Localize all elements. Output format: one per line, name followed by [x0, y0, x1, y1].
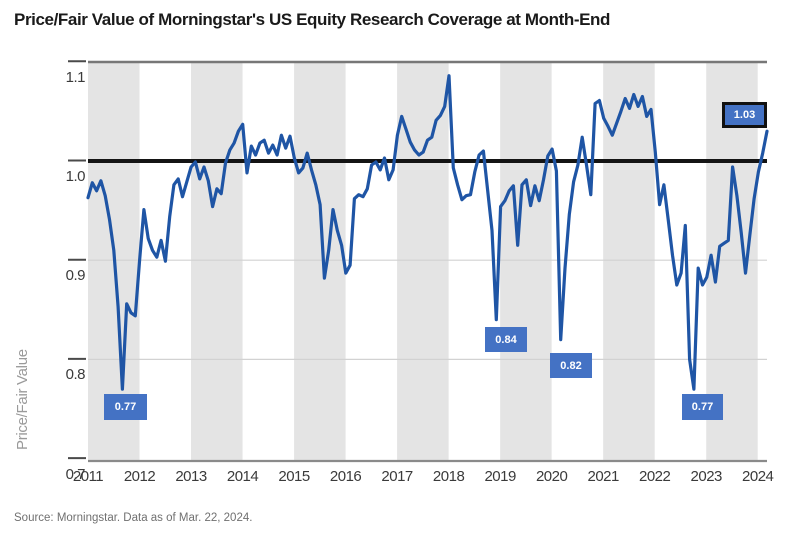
year-shading-band: [603, 61, 655, 461]
y-tick-label: 1.1: [65, 68, 86, 86]
price-fair-value-line: [86, 74, 769, 391]
y-tick-label: 0.9: [65, 267, 86, 285]
y-tick-label: 0.7: [65, 465, 86, 483]
x-tick-label: 2011: [72, 468, 104, 485]
x-tick-label: 2015: [278, 468, 310, 485]
x-tick-label: 2022: [639, 468, 671, 485]
y-tick-label: 1.0: [65, 168, 86, 185]
data-label-0-82: 0.82: [550, 353, 592, 378]
year-shading-band: [191, 61, 243, 461]
x-tick-label: 2017: [381, 468, 413, 485]
chart-title: Price/Fair Value of Morningstar's US Equ…: [14, 10, 611, 29]
x-tick-label: 2019: [484, 468, 516, 485]
x-tick-label: 2012: [123, 468, 156, 485]
x-tick-label: 2013: [175, 468, 207, 485]
data-label-1-03: 1.03: [722, 102, 767, 128]
data-label-0-77: 0.77: [104, 394, 147, 420]
x-tick-label: 2018: [432, 468, 465, 485]
data-label-0-77: 0.77: [682, 394, 723, 420]
x-tick-label: 2014: [226, 468, 259, 485]
x-tick-label: 2024: [742, 468, 774, 485]
x-tick-label: 2020: [535, 468, 568, 485]
x-tick-label: 2016: [329, 468, 362, 485]
x-tick-label: 2023: [690, 468, 723, 485]
x-tick-label: 2021: [587, 468, 619, 485]
year-shading-band: [294, 61, 346, 461]
data-label-0-84: 0.84: [485, 327, 527, 352]
y-axis-title: Price/Fair Value: [14, 349, 31, 451]
source-note: Source: Morningstar. Data as of Mar. 22,…: [14, 512, 253, 524]
year-shading-band: [500, 61, 552, 461]
y-tick-label: 0.8: [65, 366, 86, 384]
